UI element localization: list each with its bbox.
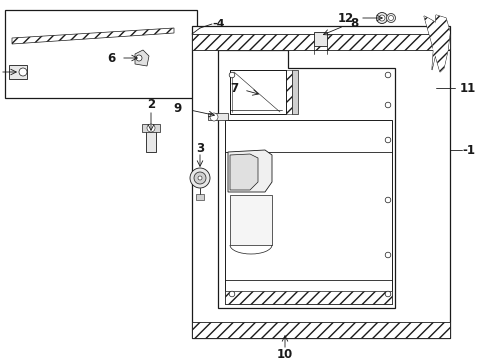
Circle shape xyxy=(19,68,27,76)
Polygon shape xyxy=(423,15,449,72)
Polygon shape xyxy=(227,150,271,192)
Polygon shape xyxy=(12,28,174,44)
Circle shape xyxy=(190,168,209,188)
Text: 2: 2 xyxy=(146,98,155,111)
Circle shape xyxy=(147,124,155,132)
Polygon shape xyxy=(229,154,258,190)
Polygon shape xyxy=(423,15,449,72)
Text: 7: 7 xyxy=(229,81,238,94)
Bar xyxy=(142,124,160,132)
Text: 12: 12 xyxy=(337,12,353,24)
Polygon shape xyxy=(224,120,391,304)
Circle shape xyxy=(136,55,142,61)
Text: 11: 11 xyxy=(459,81,475,94)
Bar xyxy=(192,34,449,50)
Bar xyxy=(146,130,156,152)
Text: 9: 9 xyxy=(173,102,182,114)
Text: 8: 8 xyxy=(349,18,358,31)
Bar xyxy=(192,26,449,338)
Bar xyxy=(196,194,203,200)
Text: 10: 10 xyxy=(276,347,292,360)
Text: 6: 6 xyxy=(106,51,115,64)
Circle shape xyxy=(385,291,390,297)
Polygon shape xyxy=(218,50,394,308)
Text: -1: -1 xyxy=(461,144,474,157)
Polygon shape xyxy=(135,50,149,66)
Circle shape xyxy=(198,176,202,180)
Circle shape xyxy=(385,102,390,108)
Polygon shape xyxy=(229,70,285,114)
Circle shape xyxy=(229,72,234,78)
Circle shape xyxy=(229,291,234,297)
Bar xyxy=(291,70,297,114)
Text: -4: -4 xyxy=(212,19,224,29)
Bar xyxy=(282,70,291,114)
Circle shape xyxy=(376,13,386,23)
Bar xyxy=(207,113,227,120)
Circle shape xyxy=(385,252,390,258)
Circle shape xyxy=(385,72,390,78)
Circle shape xyxy=(385,137,390,143)
Text: 3: 3 xyxy=(196,141,203,154)
Bar xyxy=(5,10,197,98)
Circle shape xyxy=(209,113,218,121)
Bar xyxy=(224,291,391,304)
Circle shape xyxy=(387,15,393,21)
Circle shape xyxy=(378,15,384,21)
Polygon shape xyxy=(229,195,271,245)
Circle shape xyxy=(385,197,390,203)
Bar xyxy=(192,322,449,338)
Circle shape xyxy=(194,172,205,184)
Bar xyxy=(313,32,326,46)
Circle shape xyxy=(386,13,395,22)
Bar xyxy=(9,65,27,79)
